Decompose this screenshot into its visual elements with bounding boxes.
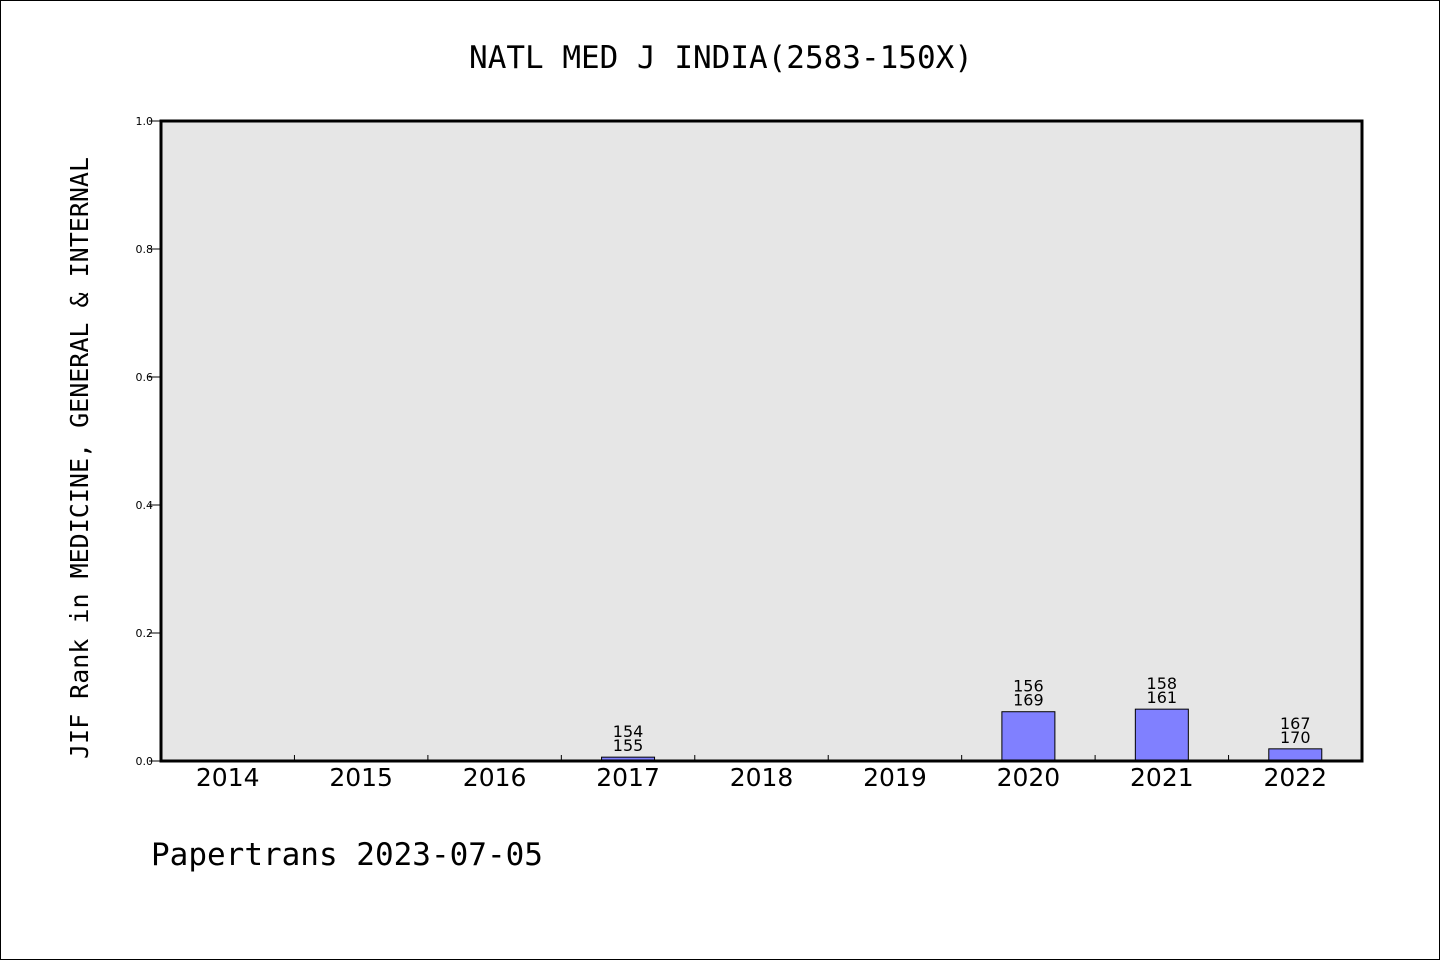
footer-credit: Papertrans 2023-07-05 <box>151 837 543 873</box>
y-tick-label: 0.2 <box>136 627 154 640</box>
bar-rank-label: 167 <box>1280 714 1311 733</box>
x-tick-label: 2021 <box>1130 763 1194 792</box>
bar-rank-label: 158 <box>1147 674 1178 693</box>
bar-total-label: 161 <box>1147 688 1178 707</box>
y-axis-label-group: JIF Rank in MEDICINE, GENERAL & INTERNAL <box>65 157 94 759</box>
y-axis-ticks: 0.0 0.2 0.4 0.6 0.8 1.0 <box>136 115 161 768</box>
x-tick-label: 2015 <box>329 763 393 792</box>
x-tick-label: 2018 <box>730 763 794 792</box>
x-tick-label: 2017 <box>596 763 660 792</box>
bar-2022 <box>1268 748 1323 762</box>
bar-rank-label: 156 <box>1013 677 1044 696</box>
chart-title: NATL MED J INDIA(2583-150X) <box>469 40 973 76</box>
x-tick-label: 2022 <box>1263 763 1327 792</box>
bar-total-label: 170 <box>1280 728 1311 747</box>
x-tick-label: 2020 <box>997 763 1061 792</box>
x-tick-label: 2016 <box>463 763 527 792</box>
bar-2021 <box>1134 708 1189 762</box>
y-axis-label: JIF Rank in MEDICINE, GENERAL & INTERNAL <box>65 157 94 759</box>
y-tick-label: 0.4 <box>136 499 154 512</box>
x-tick-label: 2014 <box>196 763 260 792</box>
y-tick-label: 0.6 <box>136 371 154 384</box>
y-tick-label: 1.0 <box>136 115 154 128</box>
x-axis-ticks: 2014 2015 2016 2017 2018 2019 2020 2021 2022 <box>196 755 1327 792</box>
bar-2020 <box>1001 711 1056 762</box>
y-tick-label: 0.8 <box>136 243 154 256</box>
bar-total-label: 155 <box>613 736 644 755</box>
plot-border <box>159 119 1364 763</box>
y-tick-label: 0.0 <box>136 755 154 768</box>
bar-rank-label: 154 <box>613 722 644 741</box>
bar-total-label: 169 <box>1013 691 1044 710</box>
plot-area <box>161 121 1362 761</box>
x-tick-label: 2019 <box>863 763 927 792</box>
